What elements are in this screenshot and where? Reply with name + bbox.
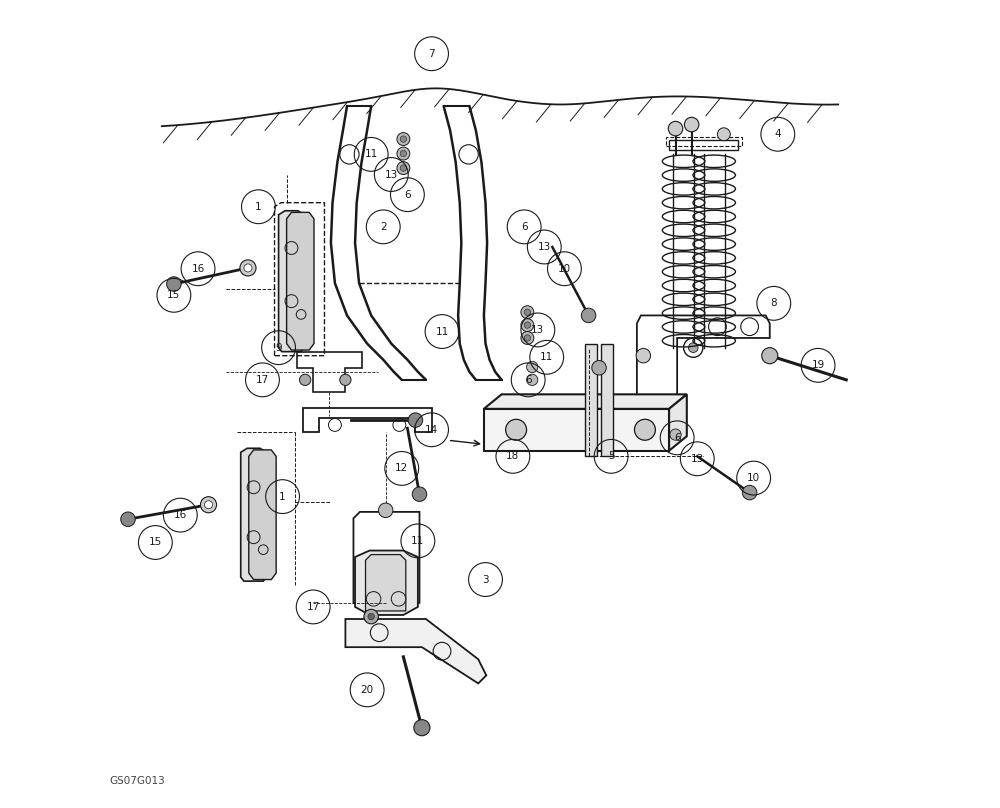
Polygon shape bbox=[249, 450, 276, 579]
Text: 6: 6 bbox=[674, 433, 680, 443]
Circle shape bbox=[167, 277, 181, 291]
Text: 6: 6 bbox=[521, 222, 527, 232]
Circle shape bbox=[397, 162, 410, 175]
Circle shape bbox=[742, 486, 757, 500]
Circle shape bbox=[521, 305, 534, 318]
Circle shape bbox=[668, 121, 683, 136]
Text: 13: 13 bbox=[538, 242, 551, 252]
Text: 7: 7 bbox=[428, 48, 435, 59]
Text: 9: 9 bbox=[275, 343, 282, 352]
Text: 1: 1 bbox=[279, 491, 286, 502]
Polygon shape bbox=[669, 394, 687, 451]
Text: 15: 15 bbox=[167, 290, 181, 301]
Circle shape bbox=[244, 264, 252, 272]
Polygon shape bbox=[241, 448, 266, 581]
Circle shape bbox=[521, 318, 534, 331]
Circle shape bbox=[527, 361, 538, 372]
Circle shape bbox=[684, 117, 699, 132]
Text: 14: 14 bbox=[425, 425, 438, 435]
Circle shape bbox=[581, 308, 596, 322]
Polygon shape bbox=[345, 619, 486, 684]
Circle shape bbox=[506, 419, 527, 440]
Circle shape bbox=[414, 720, 430, 736]
Text: 16: 16 bbox=[191, 263, 205, 274]
Circle shape bbox=[670, 429, 681, 440]
Text: 11: 11 bbox=[365, 149, 378, 159]
Polygon shape bbox=[484, 394, 687, 409]
Circle shape bbox=[521, 331, 534, 344]
Text: 10: 10 bbox=[558, 263, 571, 274]
Text: 1: 1 bbox=[255, 202, 262, 212]
Text: 16: 16 bbox=[174, 510, 187, 520]
Circle shape bbox=[400, 165, 407, 171]
Circle shape bbox=[397, 147, 410, 160]
Text: 15: 15 bbox=[149, 537, 162, 548]
Circle shape bbox=[400, 150, 407, 157]
Circle shape bbox=[524, 322, 531, 328]
Circle shape bbox=[368, 613, 374, 620]
Text: 17: 17 bbox=[307, 602, 320, 612]
Text: 11: 11 bbox=[435, 326, 449, 336]
Text: 13: 13 bbox=[691, 454, 704, 464]
Circle shape bbox=[688, 343, 698, 352]
Polygon shape bbox=[366, 554, 406, 611]
Circle shape bbox=[200, 497, 217, 513]
Circle shape bbox=[717, 128, 730, 141]
Polygon shape bbox=[601, 343, 613, 457]
Text: GS07G013: GS07G013 bbox=[109, 776, 165, 786]
Text: 11: 11 bbox=[411, 536, 424, 546]
Circle shape bbox=[400, 136, 407, 142]
Text: 3: 3 bbox=[482, 574, 489, 584]
Circle shape bbox=[592, 360, 606, 375]
Circle shape bbox=[636, 348, 651, 363]
Text: 19: 19 bbox=[811, 360, 825, 370]
Text: 13: 13 bbox=[385, 170, 398, 179]
Text: 11: 11 bbox=[540, 352, 553, 362]
Polygon shape bbox=[287, 213, 314, 350]
Circle shape bbox=[240, 260, 256, 276]
Circle shape bbox=[408, 413, 423, 427]
Text: 10: 10 bbox=[747, 473, 760, 483]
Circle shape bbox=[762, 347, 778, 364]
Text: 6: 6 bbox=[525, 375, 531, 385]
Polygon shape bbox=[355, 550, 418, 615]
Text: 12: 12 bbox=[395, 464, 408, 473]
Circle shape bbox=[524, 309, 531, 315]
Text: 8: 8 bbox=[770, 298, 777, 309]
Text: 5: 5 bbox=[608, 452, 614, 461]
Text: 4: 4 bbox=[774, 129, 781, 139]
Text: 17: 17 bbox=[256, 375, 269, 385]
Circle shape bbox=[121, 512, 135, 527]
Circle shape bbox=[527, 374, 538, 385]
Circle shape bbox=[364, 609, 378, 624]
Circle shape bbox=[299, 374, 311, 385]
Polygon shape bbox=[279, 211, 304, 351]
Circle shape bbox=[378, 503, 393, 518]
Circle shape bbox=[340, 374, 351, 385]
Text: 6: 6 bbox=[404, 190, 411, 200]
Circle shape bbox=[412, 487, 427, 502]
Circle shape bbox=[524, 335, 531, 341]
Circle shape bbox=[397, 133, 410, 145]
Polygon shape bbox=[484, 409, 669, 451]
Circle shape bbox=[204, 501, 213, 509]
Text: 18: 18 bbox=[506, 452, 520, 461]
Text: 2: 2 bbox=[380, 222, 387, 232]
Text: 20: 20 bbox=[361, 685, 374, 695]
Text: 13: 13 bbox=[531, 325, 544, 335]
Polygon shape bbox=[585, 343, 597, 457]
Circle shape bbox=[634, 419, 655, 440]
